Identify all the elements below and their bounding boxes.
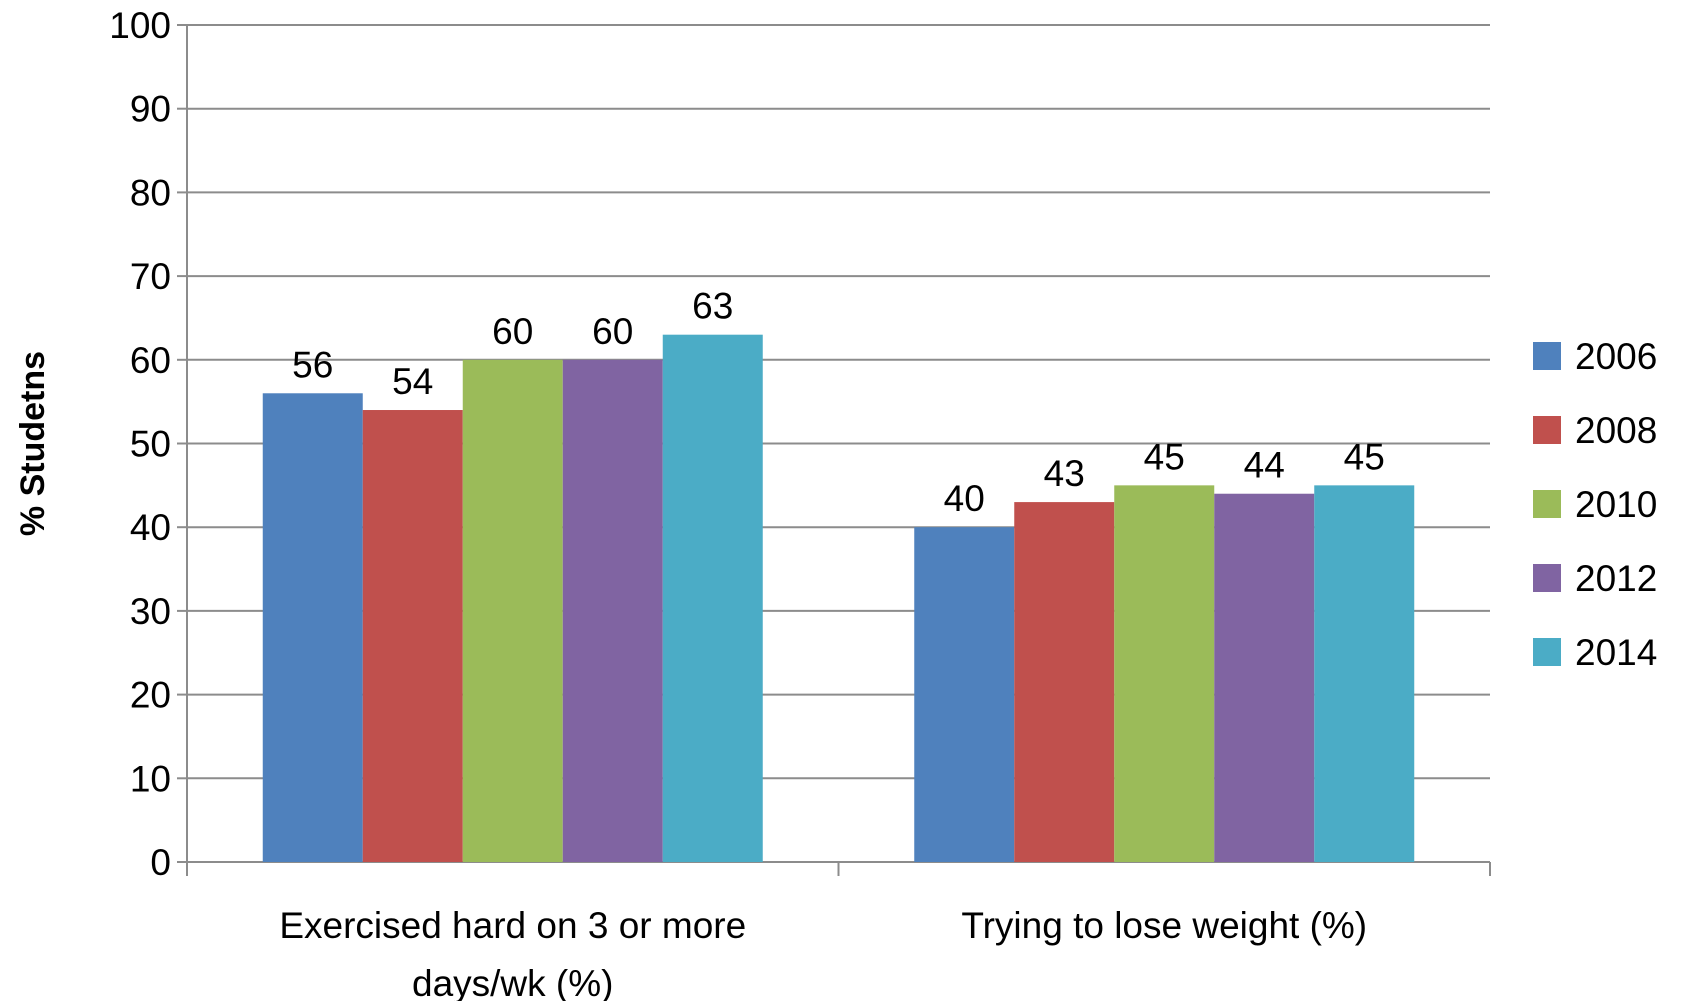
legend-swatch-2010 xyxy=(1533,490,1561,518)
data-label: 44 xyxy=(1244,445,1285,486)
data-label: 60 xyxy=(592,311,633,352)
legend-label: 2014 xyxy=(1575,632,1657,673)
legend-swatch-2006 xyxy=(1533,342,1561,370)
y-tick-label: 70 xyxy=(130,256,171,297)
y-tick-label: 20 xyxy=(130,675,171,716)
y-tick-label: 10 xyxy=(130,758,171,799)
x-category-label: days/wk (%) xyxy=(412,963,613,1001)
legend-swatch-2012 xyxy=(1533,564,1561,592)
x-category-label: Trying to lose weight (%) xyxy=(961,905,1367,946)
y-tick-label: 60 xyxy=(130,340,171,381)
data-label: 45 xyxy=(1344,436,1385,477)
data-label: 54 xyxy=(392,361,433,402)
bars xyxy=(262,334,1415,862)
legend-label: 2012 xyxy=(1575,558,1657,599)
legend-swatch-2008 xyxy=(1533,416,1561,444)
legend: 2006 2008 2010 2012 2014 xyxy=(1533,336,1657,673)
labels: 56 54 60 60 63 Exercised hard on 3 or more day… xyxy=(14,286,1385,1004)
y-tick-label: 30 xyxy=(130,591,171,632)
bar-2012-cat-1 xyxy=(1214,493,1315,862)
bar-2014-cat-1 xyxy=(1314,485,1415,862)
axes: 0 10 20 30 40 50 60 70 80 90 100 xyxy=(109,5,1491,883)
y-tick-label: 50 xyxy=(130,424,171,465)
x-category-label: Exercised hard on 3 or more xyxy=(279,905,746,946)
bar-2010-cat-1 xyxy=(1114,485,1215,862)
legend-swatch-2014 xyxy=(1533,638,1561,666)
data-label: 43 xyxy=(1044,453,1085,494)
bar-2010-cat-0 xyxy=(462,359,563,862)
bar-2008-cat-0 xyxy=(362,410,463,862)
legend-label: 2006 xyxy=(1575,336,1657,377)
data-label: 56 xyxy=(292,344,333,385)
bar-2012-cat-0 xyxy=(562,359,663,862)
y-tick-label: 90 xyxy=(130,89,171,130)
bar-2008-cat-1 xyxy=(1014,502,1115,862)
data-label: 60 xyxy=(492,311,533,352)
bar-2014-cat-0 xyxy=(662,334,763,862)
y-tick-label: 100 xyxy=(109,5,171,46)
y-tick-label: 0 xyxy=(150,842,171,883)
data-label: 63 xyxy=(692,286,733,327)
bar-2006-cat-1 xyxy=(914,527,1015,862)
bar-2006-cat-0 xyxy=(262,393,363,862)
legend-label: 2010 xyxy=(1575,484,1657,525)
data-label: 45 xyxy=(1144,436,1185,477)
y-tick-label: 40 xyxy=(130,507,171,548)
y-axis-title: % Studetns xyxy=(14,351,52,536)
y-tick-label: 80 xyxy=(130,172,171,213)
data-label: 40 xyxy=(944,478,985,519)
legend-label: 2008 xyxy=(1575,410,1657,451)
